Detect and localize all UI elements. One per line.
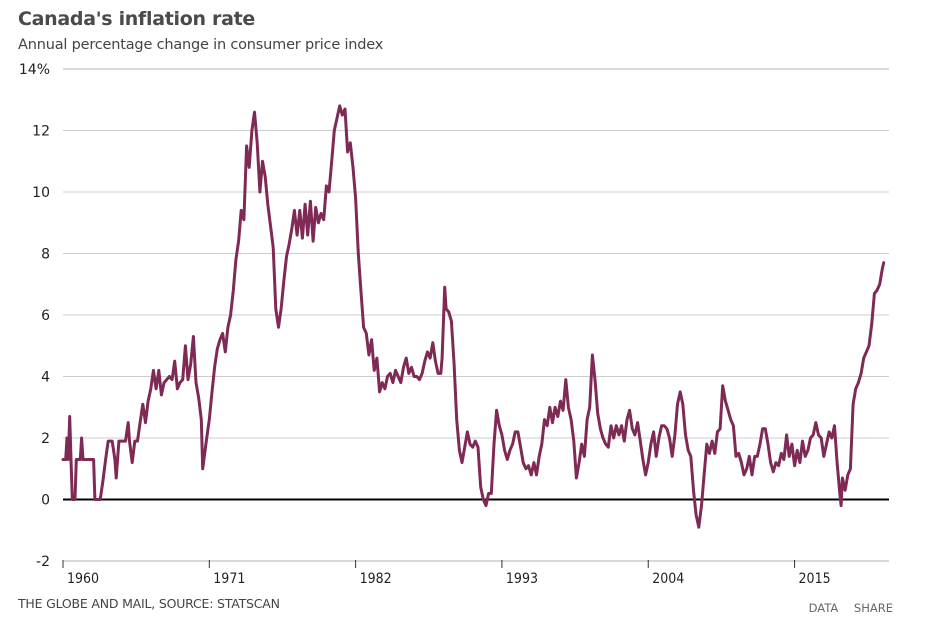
source-credit: THE GLOBE AND MAIL, SOURCE: STATSCAN <box>18 596 280 611</box>
series-line-cpi[interactable] <box>61 104 886 529</box>
x-tick-label: 1971 <box>213 571 245 587</box>
y-axis: -2 0 2 4 6 8 10 12 14% <box>19 62 50 570</box>
y-tick-label: 12 <box>32 124 50 140</box>
chart-title: Canada's inflation rate <box>18 8 255 30</box>
gridlines <box>63 68 889 562</box>
y-tick-label: 8 <box>41 247 50 263</box>
footer-links: DATA SHARE <box>797 601 893 615</box>
y-tick-label: 6 <box>41 308 50 324</box>
y-tick-label: 10 <box>32 185 50 201</box>
x-tick-label: 2015 <box>799 571 831 587</box>
chart-subtitle: Annual percentage change in consumer pri… <box>18 37 384 53</box>
share-link[interactable]: SHARE <box>853 601 893 615</box>
x-tick-label: 2004 <box>652 571 684 587</box>
x-tick-label: 1960 <box>67 571 99 587</box>
y-tick-label: 2 <box>41 431 50 447</box>
y-tick-label: 4 <box>41 370 50 386</box>
y-tick-label: 14% <box>19 62 50 78</box>
data-link[interactable]: DATA <box>808 601 839 615</box>
y-tick-label: -2 <box>36 554 50 570</box>
x-tick-label: 1982 <box>360 571 392 587</box>
y-tick-label: 0 <box>41 493 50 509</box>
x-axis: 1960 1971 1982 1993 2004 2015 <box>62 560 831 587</box>
x-tick-label: 1993 <box>506 571 538 587</box>
